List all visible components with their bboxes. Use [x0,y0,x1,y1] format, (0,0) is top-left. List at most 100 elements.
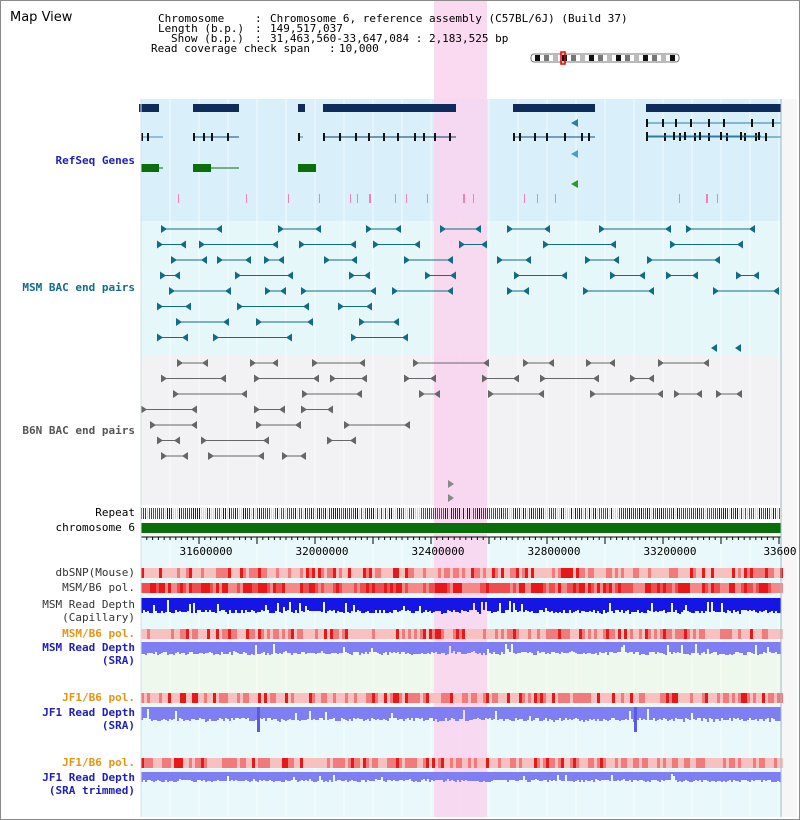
read-depth-bin [465,642,467,654]
read-depth-bin [591,707,593,720]
track-label-jf1-pol: JF1/B6 pol. [62,691,135,704]
polymorphism-bin [345,568,348,578]
polymorphism-bin [543,693,546,703]
read-depth-bin [709,707,711,718]
polymorphism-bin [699,629,702,639]
polymorphism-bin [669,629,672,639]
repeat-element [727,508,728,519]
read-depth-bin [445,598,447,613]
polymorphism-bin [438,693,441,703]
read-depth-bin [291,598,293,612]
polymorphism-bin [279,629,282,639]
gene-marker [537,194,538,203]
read-depth-bin [739,707,741,720]
polymorphism-bin [558,758,561,768]
polymorphism-bin [357,758,360,768]
read-depth-bin [511,707,513,721]
polymorphism-bin [153,629,156,639]
read-depth-bin [427,772,429,779]
polymorphism-bin [726,629,729,639]
read-depth-bin [239,772,241,781]
repeat-element [763,508,764,519]
polymorphism-bin [684,758,687,768]
polymorphism-bin [405,629,408,639]
read-depth-bin [381,642,383,655]
read-depth-bin [289,707,291,719]
polymorphism-bin [654,693,657,703]
b6n-bac-pair-end [272,359,278,367]
repeat-element [595,508,596,519]
msm-bac-pair-end [639,271,645,280]
coverage-separator: : [329,42,336,55]
gene-marker [463,194,464,203]
read-depth-bin [171,642,173,654]
polymorphism-bin [435,629,438,639]
polymorphism-bin [732,758,735,768]
polymorphism-bin [282,629,285,639]
polymorphism-bin [156,568,159,578]
read-depth-bin [367,598,369,611]
read-depth-bin [159,772,161,781]
polymorphism-bin [324,629,327,639]
read-depth-bin [449,598,451,611]
read-depth-bin [417,598,419,611]
repeat-element [623,508,624,519]
polymorphism-bin [765,583,768,593]
repeat-element [239,508,240,519]
b6n-bac-pair-end [191,405,197,414]
polymorphism-bin [372,583,375,593]
repeat-element [579,508,580,519]
read-depth-bin [305,707,307,720]
read-depth-bin [593,642,595,654]
track-label-refseq[interactable]: RefSeq Genes [55,154,135,167]
read-depth-bin [491,707,493,720]
polymorphism-bin [486,629,489,639]
polymorphism-bin [753,583,756,593]
polymorphism-bin [390,568,393,578]
polymorphism-bin [159,583,162,593]
polymorphism-bin [681,568,684,578]
read-depth-bin [559,707,561,718]
polymorphism-bin [477,568,480,578]
polymorphism-bin [465,583,468,593]
repeat-element [635,508,636,519]
msm-bac-pair-end [223,318,229,326]
msm-bac-pair-end [278,225,284,233]
read-depth-bin [271,772,273,781]
polymorphism-bin [312,568,315,578]
polymorphism-bin [321,583,324,593]
polymorphism-bin [393,758,396,768]
read-depth-bin [391,707,393,713]
read-depth-bin [385,642,387,652]
polymorphism-bin [504,568,507,578]
polymorphism-bin [537,758,540,768]
read-depth-bin [583,642,585,653]
repeat-element [517,508,518,519]
read-depth-bin [521,642,523,652]
track-label-b6n-bac[interactable]: B6N BAC end pairs [22,424,135,437]
read-depth-bin [717,707,719,719]
repeat-element [375,508,376,519]
gene-marker [524,194,525,203]
read-depth-bin [665,707,667,719]
read-depth-bin [747,598,749,611]
polymorphism-bin [459,758,462,768]
read-depth-bin [425,642,427,654]
ideogram-band [589,55,594,61]
polymorphism-bin [711,758,714,768]
polymorphism-bin [414,758,417,768]
track-label-msm-bac[interactable]: MSM BAC end pairs [22,281,135,294]
read-depth-bin [777,707,779,721]
polymorphism-bin [345,583,348,593]
polymorphism-bin [240,583,243,593]
polymorphism-bin [423,693,426,703]
polymorphism-bin [696,583,699,593]
read-depth-bin [749,598,751,610]
read-depth-bin [525,598,527,610]
polymorphism-bin [411,758,414,768]
read-depth-bin [427,598,429,612]
read-depth-bin [181,598,183,612]
polymorphism-bin [603,629,606,639]
read-depth-bin [253,598,255,611]
